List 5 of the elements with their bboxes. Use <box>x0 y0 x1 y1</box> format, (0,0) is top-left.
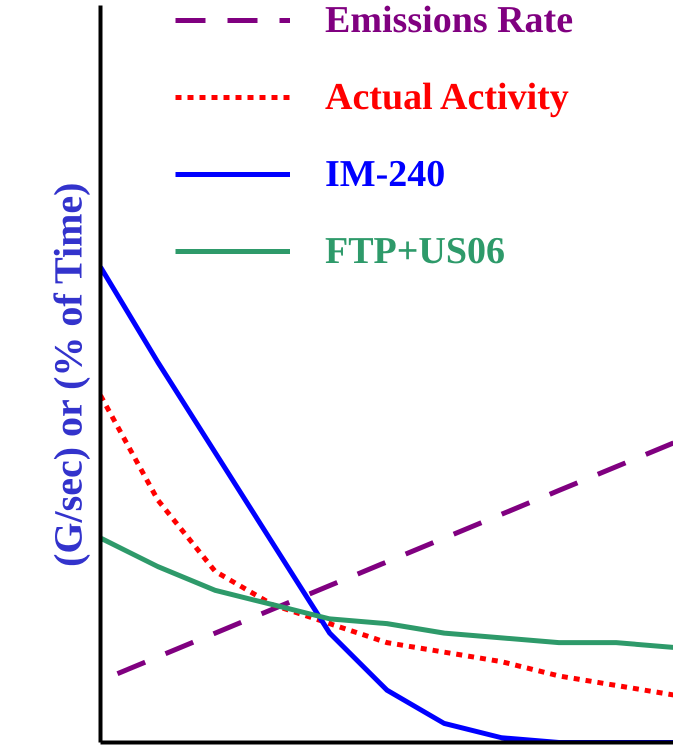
y-axis-title: (G/sec) or (% of Time) <box>46 182 90 567</box>
legend-label: IM-240 <box>325 152 446 196</box>
legend-label: Emissions Rate <box>325 4 574 42</box>
legend-label: FTP+US06 <box>325 229 505 273</box>
legend-label: Actual Activity <box>325 75 569 119</box>
